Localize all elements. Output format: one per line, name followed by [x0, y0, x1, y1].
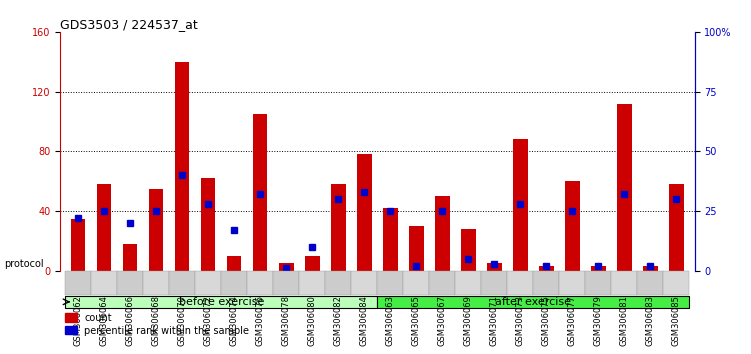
Bar — [403, 271, 430, 295]
Bar — [617, 103, 632, 271]
Text: protocol: protocol — [4, 259, 44, 269]
Text: GSM306081: GSM306081 — [620, 295, 629, 346]
Bar — [123, 244, 137, 271]
Bar — [669, 184, 683, 271]
Text: GSM306079: GSM306079 — [594, 295, 603, 346]
Bar — [300, 271, 325, 295]
Bar — [539, 266, 553, 271]
Bar — [65, 296, 378, 308]
Text: GSM306065: GSM306065 — [412, 295, 421, 346]
Bar — [566, 181, 580, 271]
Text: GSM306085: GSM306085 — [672, 295, 681, 346]
Bar — [378, 271, 403, 295]
Bar — [143, 271, 169, 295]
Text: GSM306063: GSM306063 — [386, 295, 395, 346]
Text: GSM306084: GSM306084 — [360, 295, 369, 346]
Bar — [117, 271, 143, 295]
Bar — [201, 178, 216, 271]
Bar — [378, 296, 689, 308]
Bar — [409, 226, 424, 271]
Bar — [351, 271, 378, 295]
Text: GSM306083: GSM306083 — [646, 295, 655, 346]
Text: GSM306070: GSM306070 — [178, 295, 187, 346]
Legend: count, percentile rank within the sample: count, percentile rank within the sample — [65, 313, 249, 336]
Text: GSM306069: GSM306069 — [464, 295, 473, 346]
Text: GSM306068: GSM306068 — [152, 295, 161, 346]
Bar — [228, 256, 242, 271]
Text: GSM306080: GSM306080 — [308, 295, 317, 346]
Bar — [357, 154, 372, 271]
Bar — [644, 266, 658, 271]
Bar — [436, 196, 450, 271]
Bar — [65, 271, 92, 295]
Bar — [663, 271, 689, 295]
Bar — [461, 229, 475, 271]
Bar — [279, 263, 294, 271]
Bar — [247, 271, 273, 295]
Text: GSM306075: GSM306075 — [542, 295, 551, 346]
Bar — [71, 218, 86, 271]
Bar — [533, 271, 559, 295]
Bar — [273, 271, 300, 295]
Text: GSM306076: GSM306076 — [256, 295, 265, 346]
Bar — [430, 271, 455, 295]
Text: GDS3503 / 224537_at: GDS3503 / 224537_at — [60, 18, 198, 31]
Bar — [487, 263, 502, 271]
Text: GSM306082: GSM306082 — [334, 295, 343, 346]
Bar — [169, 271, 195, 295]
Bar — [559, 271, 586, 295]
Bar — [325, 271, 351, 295]
Text: before exercise: before exercise — [179, 297, 264, 307]
Text: GSM306078: GSM306078 — [282, 295, 291, 346]
Bar — [611, 271, 638, 295]
Text: GSM306062: GSM306062 — [74, 295, 83, 346]
Bar — [149, 189, 164, 271]
Text: GSM306064: GSM306064 — [100, 295, 109, 346]
Bar — [97, 184, 111, 271]
Bar — [92, 271, 117, 295]
Text: GSM306074: GSM306074 — [230, 295, 239, 346]
Bar — [481, 271, 508, 295]
Bar — [638, 271, 663, 295]
Text: GSM306071: GSM306071 — [490, 295, 499, 346]
Text: GSM306066: GSM306066 — [126, 295, 134, 346]
Bar — [253, 114, 267, 271]
Text: after exercise: after exercise — [496, 297, 572, 307]
Bar — [331, 184, 345, 271]
Bar — [455, 271, 481, 295]
Text: GSM306073: GSM306073 — [516, 295, 525, 346]
Bar — [586, 271, 611, 295]
Text: GSM306067: GSM306067 — [438, 295, 447, 346]
Bar — [195, 271, 222, 295]
Text: GSM306072: GSM306072 — [204, 295, 213, 346]
Bar — [508, 271, 533, 295]
Bar — [222, 271, 247, 295]
Bar — [513, 139, 527, 271]
Bar — [591, 266, 605, 271]
Text: GSM306077: GSM306077 — [568, 295, 577, 346]
Bar — [305, 256, 319, 271]
Bar — [175, 62, 189, 271]
Bar — [383, 208, 397, 271]
